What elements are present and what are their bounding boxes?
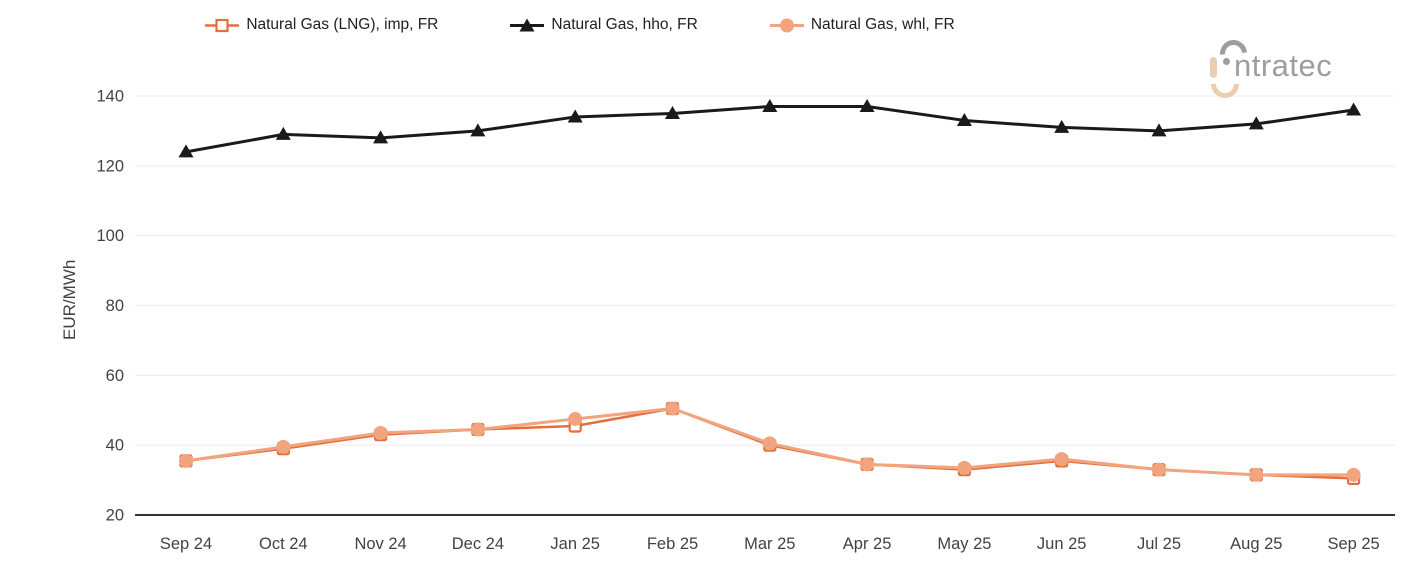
y-axis-tick-label: 20 bbox=[106, 507, 124, 525]
circle-marker-icon bbox=[769, 18, 804, 32]
legend-item-triangle[interactable]: Natural Gas, hho, FR bbox=[510, 16, 698, 34]
logo-text: ntratec bbox=[1234, 48, 1333, 83]
x-axis-tick-label: Jul 25 bbox=[1137, 535, 1181, 553]
y-axis-tick-label: 80 bbox=[106, 297, 124, 315]
x-axis-tick-label: Mar 25 bbox=[744, 535, 795, 553]
square-marker-icon bbox=[205, 18, 240, 32]
data-point-marker bbox=[762, 436, 777, 451]
data-point-marker bbox=[860, 457, 875, 472]
y-axis-title: EUR/MWh bbox=[60, 259, 79, 340]
data-point-marker bbox=[470, 123, 486, 137]
data-point-marker bbox=[1346, 102, 1362, 116]
x-axis-tick-label: Sep 25 bbox=[1327, 535, 1379, 553]
y-axis-tick-label: 120 bbox=[96, 157, 124, 175]
x-axis-tick-label: Apr 25 bbox=[843, 535, 892, 553]
data-point-marker bbox=[179, 453, 193, 468]
x-axis-tick-label: Feb 25 bbox=[647, 535, 698, 553]
data-point-marker bbox=[178, 144, 194, 158]
data-point-marker bbox=[957, 460, 972, 475]
y-axis-tick-label: 40 bbox=[106, 437, 124, 455]
legend-label: Natural Gas (LNG), imp, FR bbox=[246, 16, 439, 33]
data-point-marker bbox=[1152, 462, 1166, 477]
data-point-marker bbox=[1054, 119, 1070, 133]
data-point-marker bbox=[859, 98, 875, 112]
data-point-marker bbox=[276, 439, 291, 454]
intratec-logo: ntratec bbox=[1205, 34, 1373, 104]
legend-label: Natural Gas, hho, FR bbox=[551, 16, 698, 33]
x-axis-tick-label: Sep 24 bbox=[160, 535, 212, 553]
data-point-marker bbox=[567, 109, 583, 123]
triangle-marker-icon bbox=[510, 18, 545, 31]
legend-item-circle[interactable]: Natural Gas, whl, FR bbox=[769, 16, 955, 34]
data-point-marker bbox=[956, 112, 972, 126]
x-axis-tick-label: Oct 24 bbox=[259, 535, 308, 553]
logo-dot-icon bbox=[1223, 58, 1230, 65]
x-axis-tick-label: Jan 25 bbox=[550, 535, 600, 553]
data-point-marker bbox=[568, 411, 583, 426]
y-axis-tick-label: 140 bbox=[96, 88, 124, 106]
x-axis-tick-label: Nov 24 bbox=[354, 535, 406, 553]
logo-stem-icon bbox=[1210, 57, 1217, 78]
data-point-marker bbox=[1249, 467, 1264, 482]
x-axis-tick-label: Aug 25 bbox=[1230, 535, 1282, 553]
data-point-marker bbox=[373, 425, 388, 440]
data-point-marker bbox=[1151, 123, 1167, 137]
data-point-marker bbox=[762, 98, 778, 112]
data-point-marker bbox=[1248, 116, 1264, 130]
data-point-marker bbox=[665, 105, 680, 119]
legend-item-square[interactable]: Natural Gas (LNG), imp, FR bbox=[205, 16, 438, 34]
data-point-marker bbox=[470, 422, 485, 437]
data-point-marker bbox=[665, 401, 680, 416]
x-axis-tick-label: Jun 25 bbox=[1037, 535, 1087, 553]
x-axis-tick-label: May 25 bbox=[937, 535, 991, 553]
series-line bbox=[185, 104, 1354, 154]
x-axis-tick-label: Dec 24 bbox=[452, 535, 504, 553]
data-point-marker bbox=[275, 126, 291, 140]
y-axis-tick-label: 60 bbox=[106, 367, 124, 385]
data-point-marker bbox=[1346, 467, 1361, 482]
data-point-marker bbox=[373, 130, 389, 144]
y-axis-tick-label: 100 bbox=[96, 227, 124, 245]
chart-legend: Natural Gas (LNG), imp, FR Natural Gas, h… bbox=[0, 16, 1160, 34]
legend-label: Natural Gas, whl, FR bbox=[810, 16, 955, 33]
data-point-marker bbox=[1054, 452, 1069, 467]
